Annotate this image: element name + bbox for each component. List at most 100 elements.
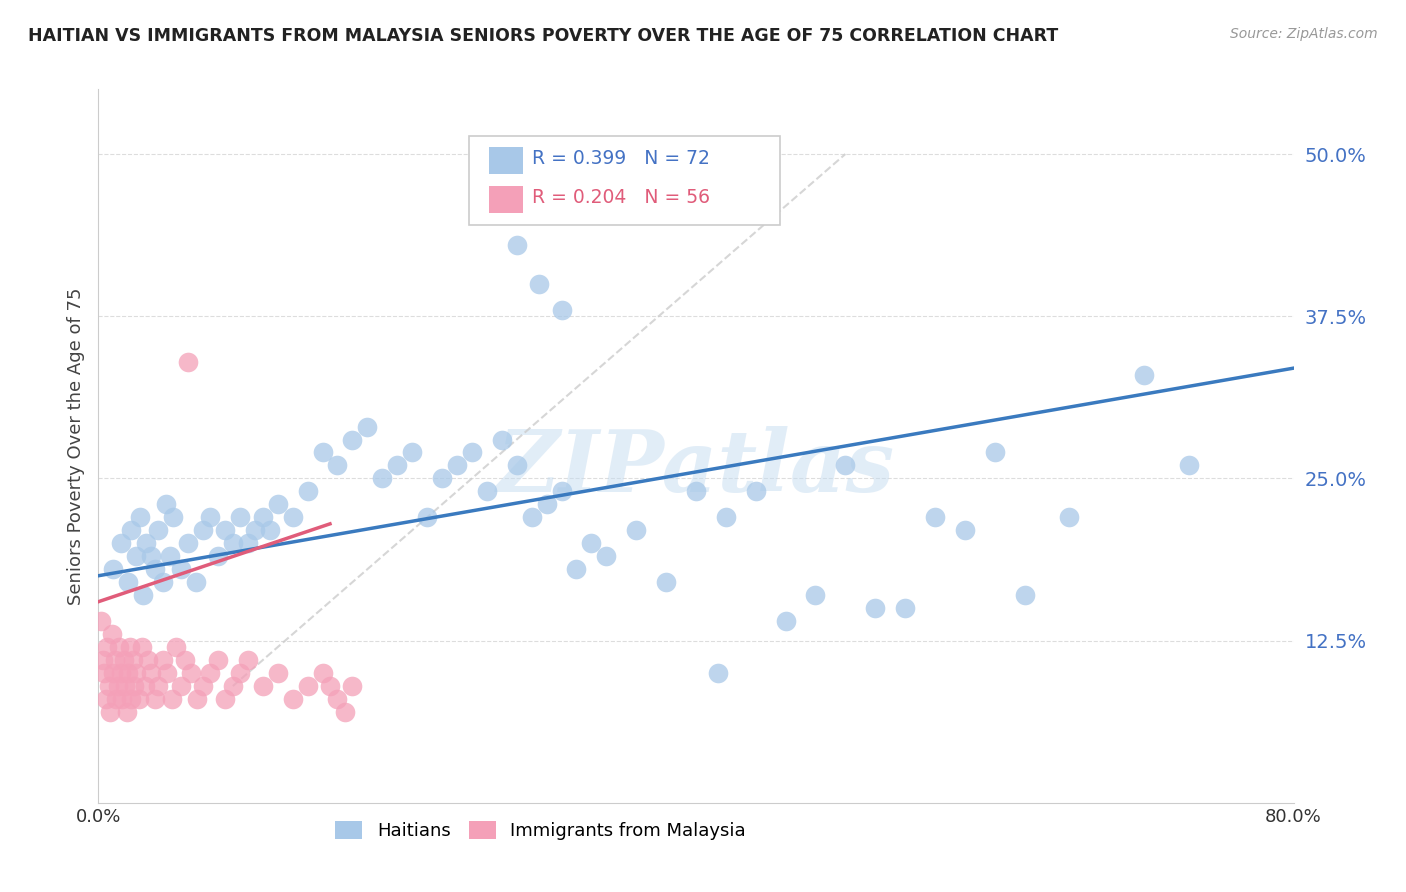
Point (475, 484, 498, 499)
Point (536, 497, 558, 511)
Point (319, 679, 342, 693)
Point (1059, 510, 1081, 524)
Point (371, 471, 394, 485)
Point (1133, 368, 1156, 382)
Point (236, 536, 259, 550)
Point (160, 692, 183, 706)
Point (125, 549, 148, 564)
Point (200, 510, 222, 524)
Point (745, 484, 768, 499)
Point (114, 679, 136, 693)
Point (103, 666, 125, 681)
Point (252, 679, 274, 693)
Point (134, 679, 156, 693)
Point (924, 510, 946, 524)
Point (655, 575, 678, 590)
Point (96, 640, 118, 654)
Point (177, 536, 200, 550)
Point (506, 458, 529, 473)
Point (527, 277, 550, 291)
Point (105, 692, 128, 706)
Point (207, 653, 229, 667)
Point (894, 601, 917, 615)
Point (97, 679, 120, 693)
Point (165, 640, 187, 654)
Point (326, 692, 349, 706)
Point (297, 484, 319, 499)
Point (311, 445, 333, 459)
Point (626, 524, 648, 538)
Point (984, 445, 1007, 459)
Point (107, 679, 129, 693)
Point (104, 653, 127, 667)
Point (356, 419, 378, 434)
Point (191, 679, 214, 693)
Point (333, 705, 356, 719)
Point (118, 640, 141, 654)
Point (550, 302, 572, 317)
Point (152, 575, 174, 590)
FancyBboxPatch shape (470, 136, 780, 225)
Point (685, 484, 707, 499)
Point (953, 524, 976, 538)
Point (129, 510, 152, 524)
Point (135, 536, 157, 550)
Point (91, 653, 114, 667)
Point (236, 653, 259, 667)
Point (581, 536, 603, 550)
Point (714, 510, 737, 524)
Text: R = 0.204   N = 56: R = 0.204 N = 56 (533, 188, 710, 207)
Point (117, 666, 139, 681)
Point (222, 536, 245, 550)
Point (169, 562, 191, 576)
Point (214, 524, 236, 538)
Point (430, 471, 453, 485)
Point (565, 562, 588, 576)
Point (93, 666, 115, 681)
Point (124, 679, 146, 693)
Point (136, 653, 159, 667)
Point (184, 575, 207, 590)
Point (214, 692, 236, 706)
Point (191, 524, 214, 538)
Point (229, 510, 252, 524)
Point (207, 549, 229, 564)
Point (267, 497, 290, 511)
Bar (489, 186, 523, 213)
Point (1178, 458, 1201, 473)
Point (229, 666, 252, 681)
Text: R = 0.399   N = 72: R = 0.399 N = 72 (533, 149, 710, 168)
Point (110, 666, 132, 681)
Point (342, 433, 364, 447)
Text: Source: ZipAtlas.com: Source: ZipAtlas.com (1230, 27, 1378, 41)
Point (159, 549, 181, 564)
Point (169, 679, 191, 693)
Point (148, 524, 170, 538)
Point (148, 679, 170, 693)
Point (132, 588, 155, 602)
Point (200, 666, 222, 681)
Point (120, 692, 142, 706)
Point (111, 692, 134, 706)
Point (865, 601, 887, 615)
Point (155, 497, 177, 511)
Point (281, 510, 304, 524)
Point (775, 614, 797, 628)
Point (342, 679, 364, 693)
Point (128, 692, 150, 706)
Point (98, 705, 122, 719)
Point (139, 666, 162, 681)
Point (1014, 588, 1036, 602)
Point (117, 575, 139, 590)
Point (131, 640, 153, 654)
Text: HAITIAN VS IMMIGRANTS FROM MALAYSIA SENIORS POVERTY OVER THE AGE OF 75 CORRELATI: HAITIAN VS IMMIGRANTS FROM MALAYSIA SENI… (28, 27, 1059, 45)
Point (506, 238, 529, 252)
Point (180, 666, 202, 681)
Point (416, 510, 439, 524)
Point (446, 458, 468, 473)
Point (222, 679, 245, 693)
Point (259, 524, 281, 538)
Point (174, 653, 197, 667)
Point (834, 458, 856, 473)
Point (550, 484, 572, 499)
